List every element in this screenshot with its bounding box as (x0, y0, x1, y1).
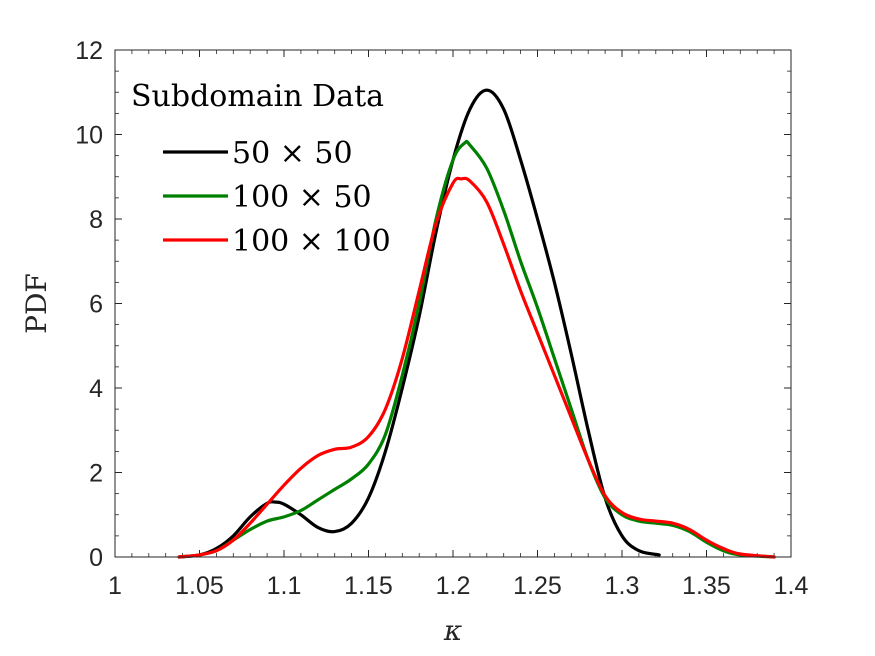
x-tick-label: 1.35 (682, 572, 731, 600)
major-ticks (114, 49, 792, 558)
y-tick-label: 4 (89, 375, 103, 403)
x-tick-label: 1.1 (267, 572, 302, 600)
x-tick-label: 1.25 (513, 572, 562, 600)
legend-label-2: 100 × 100 (232, 224, 391, 259)
y-tick-label: 2 (89, 460, 103, 488)
y-axis-label: PDF (20, 273, 53, 334)
y-tick-labels: 0 2 4 6 8 10 12 (75, 37, 103, 572)
x-tick-labels: 1 1.05 1.1 1.15 1.2 1.25 1.3 1.35 1.4 (108, 572, 808, 600)
y-tick-label: 6 (89, 291, 103, 319)
x-tick-label: 1.15 (344, 572, 393, 600)
legend: Subdomain Data 50 × 50 100 × 50 100 × 100 (131, 79, 391, 259)
series-line-1 (177, 139, 776, 559)
x-tick-label: 1 (108, 572, 122, 600)
x-tick-label: 1.3 (605, 572, 640, 600)
x-tick-label: 1.2 (436, 572, 471, 600)
legend-title: Subdomain Data (131, 79, 384, 114)
x-axis-label: κ (443, 614, 462, 647)
x-tick-label: 1.4 (774, 572, 809, 600)
y-tick-label: 0 (89, 544, 103, 572)
legend-entries: 50 × 50 100 × 50 100 × 100 (163, 136, 391, 259)
y-tick-label: 12 (75, 37, 103, 65)
y-tick-label: 10 (75, 122, 103, 150)
plot-area (115, 50, 791, 557)
x-tick-label: 1.05 (175, 572, 224, 600)
legend-label-1: 100 × 50 (232, 180, 372, 215)
series-layer (177, 88, 776, 559)
y-tick-label: 8 (89, 206, 103, 234)
series-line-2 (177, 176, 776, 559)
plot-frame (114, 49, 792, 558)
legend-label-0: 50 × 50 (232, 136, 353, 171)
